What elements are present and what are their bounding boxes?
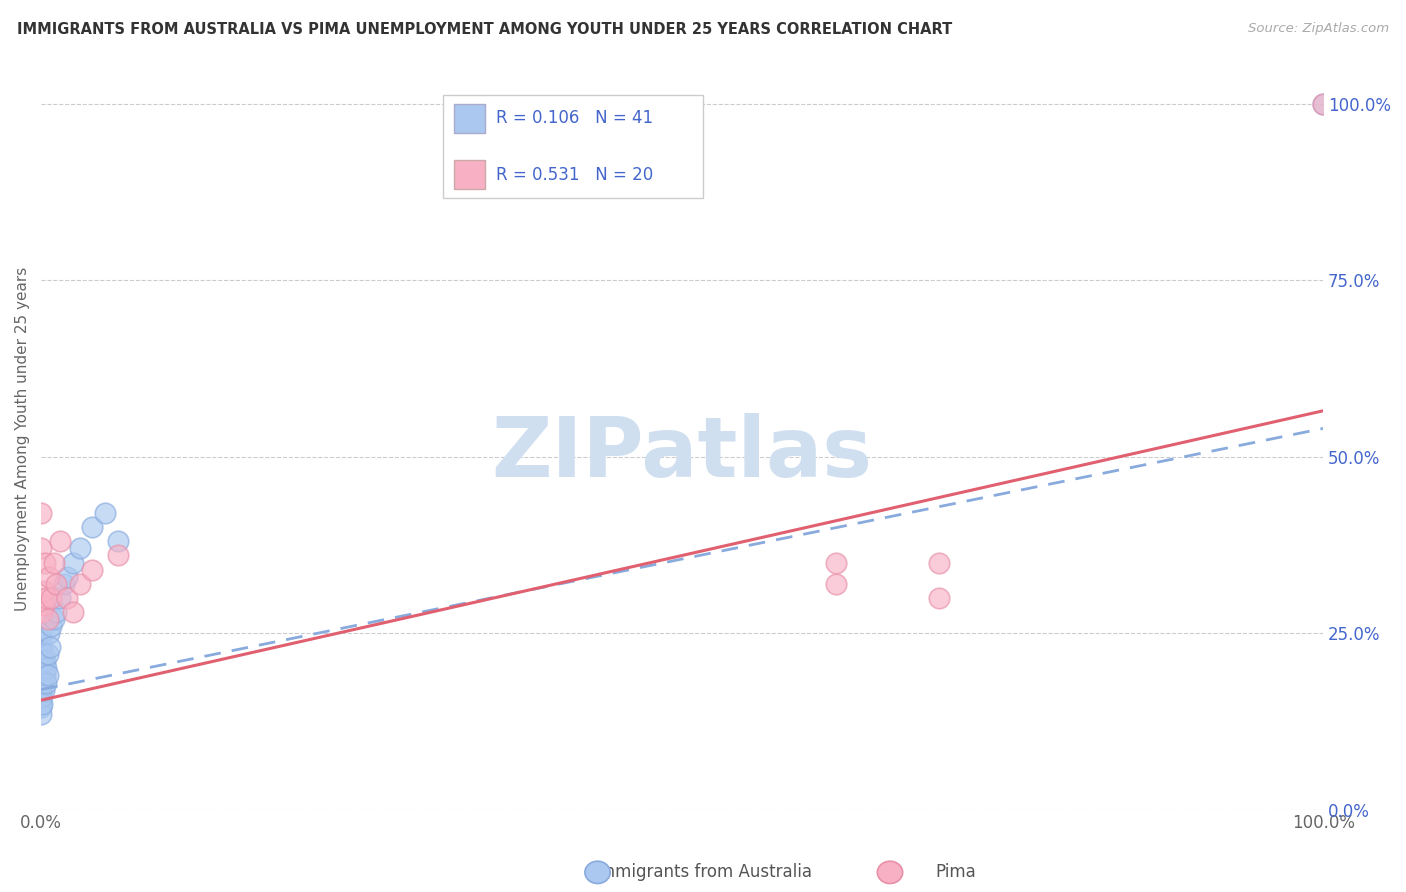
Point <box>39 640 62 655</box>
Point <box>35 661 58 675</box>
Y-axis label: Unemployment Among Youth under 25 years: Unemployment Among Youth under 25 years <box>15 267 30 611</box>
Point <box>30 633 52 648</box>
Point <box>53 576 76 591</box>
Point <box>37 647 59 661</box>
Point <box>69 576 91 591</box>
Point <box>55 591 77 605</box>
Text: Immigrants from Australia: Immigrants from Australia <box>593 863 813 881</box>
Point <box>94 506 117 520</box>
Point <box>32 647 55 661</box>
Point <box>30 675 52 690</box>
Point <box>82 563 104 577</box>
Point <box>38 626 60 640</box>
Point <box>37 668 59 682</box>
Point <box>49 591 72 605</box>
Point <box>49 534 72 549</box>
Point <box>31 654 53 668</box>
Point <box>30 661 52 675</box>
Point <box>30 640 52 655</box>
Point <box>45 605 67 619</box>
Point <box>35 675 58 690</box>
Point <box>928 556 950 570</box>
Point <box>32 661 55 675</box>
Point <box>37 612 59 626</box>
Point <box>1312 96 1334 111</box>
Point <box>34 668 56 682</box>
Point <box>31 605 53 619</box>
Point <box>30 654 52 668</box>
Point <box>32 583 55 598</box>
Text: Pima: Pima <box>936 863 976 881</box>
Point <box>30 506 52 520</box>
Point <box>825 576 848 591</box>
Text: R = 0.531   N = 20: R = 0.531 N = 20 <box>496 166 654 184</box>
Text: IMMIGRANTS FROM AUSTRALIA VS PIMA UNEMPLOYMENT AMONG YOUTH UNDER 25 YEARS CORREL: IMMIGRANTS FROM AUSTRALIA VS PIMA UNEMPL… <box>17 22 952 37</box>
Point <box>30 686 52 700</box>
Point <box>42 612 65 626</box>
Point <box>42 556 65 570</box>
Point <box>825 556 848 570</box>
Point <box>41 619 63 633</box>
Point <box>35 591 58 605</box>
Point <box>30 693 52 707</box>
Point <box>62 605 84 619</box>
Point <box>30 690 52 704</box>
Point <box>30 541 52 556</box>
Point <box>1312 96 1334 111</box>
Point <box>928 591 950 605</box>
Point <box>62 556 84 570</box>
Point <box>55 569 77 583</box>
Point <box>30 668 52 682</box>
Point <box>32 682 55 697</box>
Point <box>107 534 129 549</box>
Text: Source: ZipAtlas.com: Source: ZipAtlas.com <box>1249 22 1389 36</box>
Point <box>30 647 52 661</box>
Point <box>34 654 56 668</box>
Point <box>34 556 56 570</box>
Point <box>30 682 52 697</box>
Point <box>82 520 104 534</box>
Point <box>31 668 53 682</box>
Point <box>30 679 52 693</box>
Point <box>45 576 67 591</box>
Text: R = 0.106   N = 41: R = 0.106 N = 41 <box>496 110 654 128</box>
Point <box>38 569 60 583</box>
Point <box>30 626 52 640</box>
Point <box>107 549 129 563</box>
Point <box>30 700 52 714</box>
Text: ZIPatlas: ZIPatlas <box>492 413 873 494</box>
Point <box>30 707 52 722</box>
Point <box>32 598 55 612</box>
Point <box>31 675 53 690</box>
Point <box>31 697 53 711</box>
Point <box>41 591 63 605</box>
Point <box>69 541 91 556</box>
